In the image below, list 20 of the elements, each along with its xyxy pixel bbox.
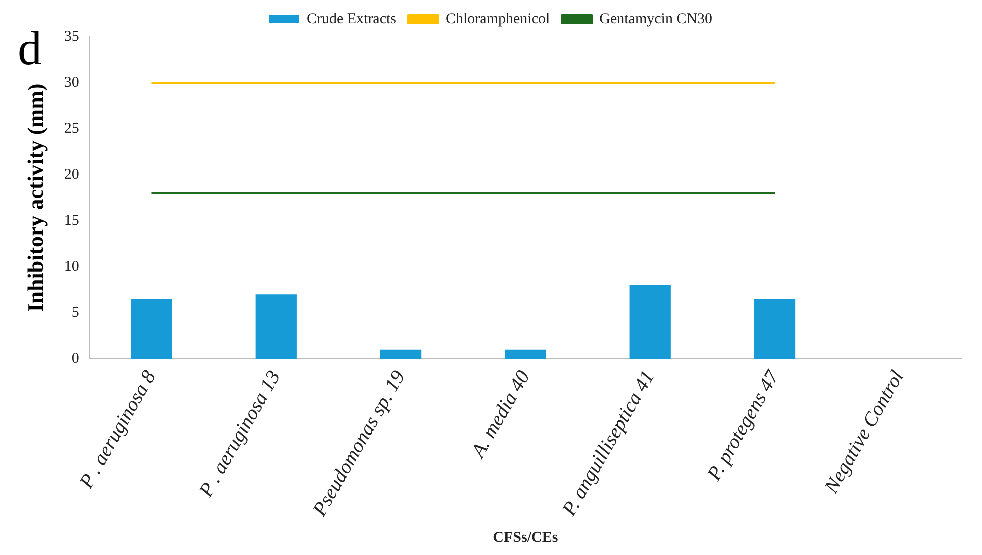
y-tick-label: 5 <box>72 304 80 321</box>
bar <box>505 350 546 360</box>
bar <box>754 299 796 360</box>
bar <box>256 294 297 360</box>
legend-label: Crude Extracts <box>306 11 397 28</box>
y-tick-label: 20 <box>64 166 80 183</box>
y-tick-label: 25 <box>64 120 80 137</box>
text: d <box>18 22 42 76</box>
bar <box>131 299 172 360</box>
bar <box>380 350 422 360</box>
legend-label: Chloramphenicol <box>446 11 550 28</box>
y-tick-label: 15 <box>64 212 80 229</box>
legend-label: Gentamycin CN30 <box>600 11 713 28</box>
y-tick-label: 0 <box>72 351 80 368</box>
x-axis-title: CFSs/CEs <box>493 530 558 546</box>
y-axis-title: Inhibitory activity (mm) <box>22 84 48 312</box>
y-tick-label: 10 <box>64 258 80 275</box>
y-tick-label: 35 <box>64 28 80 45</box>
y-tick-label: 30 <box>64 74 80 91</box>
bar <box>630 285 671 360</box>
